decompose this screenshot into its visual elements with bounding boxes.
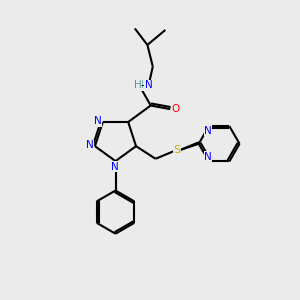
Text: H: H: [134, 80, 142, 90]
Text: N: N: [204, 126, 212, 136]
Text: N: N: [145, 80, 152, 90]
Text: O: O: [172, 103, 180, 113]
Text: N: N: [204, 152, 212, 162]
Text: N: N: [145, 80, 152, 90]
Text: H: H: [136, 80, 143, 90]
Text: -: -: [141, 80, 145, 90]
Text: N: N: [94, 116, 101, 126]
Text: N: N: [86, 140, 93, 150]
Text: S: S: [174, 145, 181, 155]
Text: N: N: [111, 161, 119, 172]
